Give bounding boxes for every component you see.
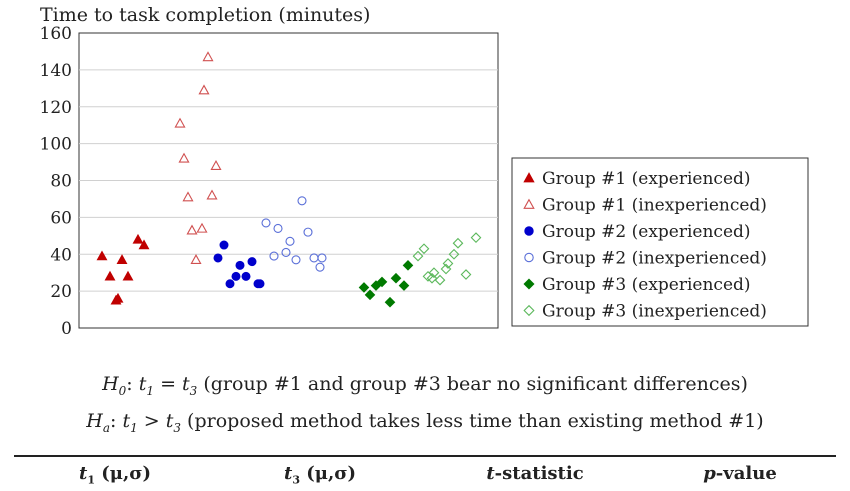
grid-lines xyxy=(79,69,498,292)
data-point xyxy=(291,255,301,265)
data-point xyxy=(178,152,190,163)
data-point xyxy=(210,160,222,170)
data-point xyxy=(273,223,283,233)
y-tick-label: 100 xyxy=(40,135,72,155)
data-point xyxy=(364,289,376,301)
data-point xyxy=(206,189,218,200)
data-point xyxy=(116,254,128,264)
data-point xyxy=(358,282,370,293)
y-tick-label: 140 xyxy=(40,61,72,81)
data-point xyxy=(426,272,438,284)
chart-title: Time to task completion (minutes) xyxy=(40,4,371,26)
data-point xyxy=(281,247,291,257)
alternative-hypothesis: Ha: t1 > t3 (proposed method takes less … xyxy=(86,410,764,435)
data-point xyxy=(190,254,202,265)
data-point xyxy=(182,191,194,202)
data-point xyxy=(104,270,116,281)
data-point xyxy=(440,263,452,275)
data-point xyxy=(213,253,223,263)
table-header-t1: t1 (μ,σ) xyxy=(79,463,151,487)
data-point xyxy=(132,233,144,244)
scatter-chart: 0 20 40 60 80 100 120 140 160 Group #1 (experien… xyxy=(40,24,809,339)
data-point xyxy=(202,51,214,62)
data-points xyxy=(96,51,482,308)
ha-lhs: t1 xyxy=(122,410,138,435)
data-point xyxy=(418,243,430,255)
legend-label: Group #1 (inexperienced) xyxy=(542,196,767,216)
null-hypothesis: H0: t1 = t3 (group #1 and group #3 bear … xyxy=(102,373,748,398)
data-point xyxy=(297,196,307,206)
legend-box xyxy=(511,157,809,327)
data-point xyxy=(452,237,464,249)
data-point xyxy=(460,269,472,280)
table-header-t-statistic: t-statistic xyxy=(486,463,584,484)
ha-rhs: t3 xyxy=(165,410,182,435)
data-point xyxy=(235,260,245,270)
data-point xyxy=(412,250,424,262)
legend-label: Group #2 (inexperienced) xyxy=(542,249,767,269)
data-point xyxy=(112,292,124,303)
table-header-p-value: p-value xyxy=(703,463,777,484)
data-point xyxy=(255,279,265,289)
table-top-rule xyxy=(14,455,836,457)
data-point xyxy=(219,240,229,250)
data-point xyxy=(138,239,150,250)
data-point xyxy=(174,117,186,128)
y-tick-label: 40 xyxy=(50,245,72,265)
data-point xyxy=(428,267,440,279)
h0-lhs: t1 xyxy=(138,373,155,398)
data-point xyxy=(442,258,454,269)
y-tick-label: 160 xyxy=(40,24,72,44)
data-point xyxy=(225,279,235,289)
data-point xyxy=(303,227,313,237)
data-point xyxy=(122,270,134,281)
legend-marker xyxy=(523,304,535,317)
data-point xyxy=(448,248,460,260)
data-point xyxy=(269,251,279,261)
y-axis-ticks: 0 20 40 60 80 100 120 140 160 xyxy=(40,24,72,339)
ha-symbol: Ha xyxy=(86,410,110,435)
data-point xyxy=(390,272,402,284)
data-point xyxy=(261,218,271,228)
data-point xyxy=(285,236,295,246)
data-point xyxy=(402,260,414,271)
data-point xyxy=(470,232,482,244)
table-header-t3: t3 (μ,σ) xyxy=(284,463,356,487)
legend: Group #1 (experienced) Group #1 (inexperi… xyxy=(511,157,809,327)
legend-label: Group #3 (inexperienced) xyxy=(542,302,767,322)
y-tick-label: 0 xyxy=(61,319,72,339)
h0-symbol: H0 xyxy=(102,373,127,398)
data-point xyxy=(196,222,208,233)
data-point xyxy=(384,296,396,308)
data-point xyxy=(198,84,210,95)
legend-marker xyxy=(523,278,535,290)
data-point xyxy=(96,250,108,261)
data-point xyxy=(231,271,241,281)
data-point xyxy=(186,224,198,235)
h0-text: (group #1 and group #3 bear no significa… xyxy=(197,373,748,395)
data-point xyxy=(247,257,257,267)
legend-label: Group #3 (experienced) xyxy=(542,275,751,295)
y-tick-label: 20 xyxy=(50,282,72,302)
legend-marker xyxy=(524,252,534,263)
h0-rhs: t3 xyxy=(182,373,198,398)
y-tick-label: 80 xyxy=(50,172,72,192)
y-tick-label: 60 xyxy=(50,208,72,228)
data-point xyxy=(317,253,327,263)
legend-label: Group #2 (experienced) xyxy=(542,222,751,242)
data-point xyxy=(398,280,410,291)
data-point xyxy=(241,271,251,281)
data-point xyxy=(376,276,388,288)
legend-label: Group #1 (experienced) xyxy=(542,169,751,189)
ha-text: (proposed method takes less time than ex… xyxy=(181,410,764,432)
legend-marker xyxy=(524,226,534,236)
legend-marker xyxy=(523,172,535,183)
data-point xyxy=(315,262,325,272)
legend-marker xyxy=(523,198,535,209)
y-tick-label: 120 xyxy=(40,98,72,118)
